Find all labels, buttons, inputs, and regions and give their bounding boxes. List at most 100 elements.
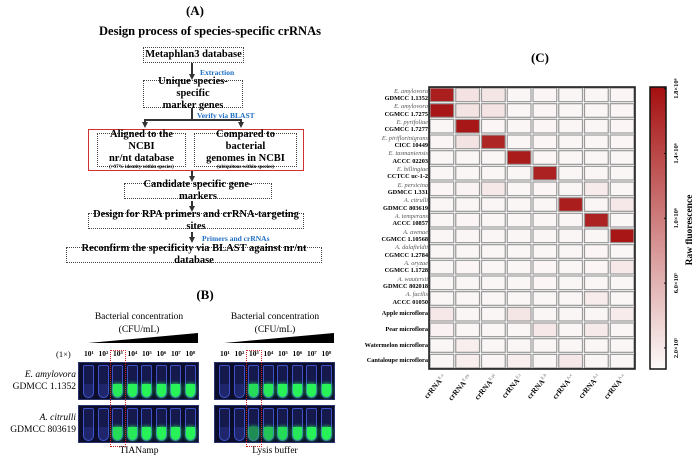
reaction-tube bbox=[262, 365, 274, 398]
reaction-tube bbox=[262, 408, 274, 441]
heatmap-cell bbox=[455, 228, 481, 244]
heatmap-cell bbox=[506, 228, 532, 244]
species-name: E. piriflorinigrans bbox=[381, 134, 428, 142]
detection-limit-highlight bbox=[110, 350, 126, 447]
column-label: crRNAE.py bbox=[446, 372, 473, 402]
concentration-label: 10¹ bbox=[84, 349, 94, 358]
heatmap-cell bbox=[506, 103, 532, 118]
heatmap-cell bbox=[506, 134, 532, 150]
reaction-tube bbox=[83, 365, 94, 398]
strain-name: GDMCC 802018 bbox=[383, 283, 428, 291]
column-label: crRNAE.b bbox=[525, 372, 551, 401]
concentration-gradient-wedge bbox=[88, 333, 198, 343]
reaction-tube bbox=[248, 408, 259, 441]
step-text: Unique species-specific bbox=[158, 75, 228, 99]
step-reconfirm: Reconfirm the specificity via BLAST agai… bbox=[66, 243, 322, 266]
concentration-label: 10³ bbox=[113, 349, 123, 358]
step-design-rpa: Design for RPA primers and crRNA-targeti… bbox=[88, 209, 304, 232]
reaction-tube bbox=[155, 408, 167, 441]
method-label: TIANamp bbox=[119, 446, 159, 456]
heatmap-cell bbox=[480, 150, 506, 165]
heatmap-cell bbox=[429, 322, 455, 338]
strain-name: CGMCC 1.1728 bbox=[384, 267, 428, 275]
row-label: Apple microflora bbox=[382, 310, 428, 318]
reaction-tube bbox=[233, 408, 245, 441]
row-label: A. oryzae CGMCC 1.1728 bbox=[385, 260, 428, 275]
heatmap-cell bbox=[506, 259, 532, 275]
heatmap-cell bbox=[558, 259, 584, 275]
heatmap-cell bbox=[583, 275, 609, 291]
reaction-tube bbox=[248, 365, 259, 398]
heatmap-cell bbox=[455, 306, 481, 322]
row-label: A. facilis ACCC 01050 bbox=[392, 291, 428, 306]
step-text: Design for RPA primers and crRNA-targeti… bbox=[93, 208, 299, 232]
crrna-target: A.c bbox=[565, 373, 573, 381]
heatmap-cell bbox=[532, 275, 558, 291]
column-label: crRNAA.c bbox=[550, 373, 576, 401]
edge-label: Extraction bbox=[200, 68, 235, 77]
reaction-tube bbox=[320, 408, 332, 441]
heatmap-cell bbox=[583, 244, 609, 259]
fluorescence-gel-image bbox=[78, 405, 199, 443]
heatmap-cell bbox=[583, 181, 609, 197]
strain-name: GDMCC 803619 bbox=[10, 425, 76, 435]
heatmap-cell bbox=[429, 291, 455, 306]
fluorescence-gel-image bbox=[214, 362, 335, 400]
crrna-target: E.pi bbox=[487, 372, 496, 381]
heatmap-cell bbox=[558, 228, 584, 244]
heatmap-cell bbox=[429, 181, 455, 197]
heatmap-cell bbox=[609, 353, 635, 369]
heatmap-cell bbox=[558, 275, 584, 291]
heatmap-cell bbox=[583, 353, 609, 369]
crrna-name: crRNA bbox=[525, 377, 547, 401]
heatmap-cell bbox=[455, 181, 481, 197]
strain-name: Pear microflora bbox=[385, 326, 428, 333]
heatmap-cell bbox=[532, 212, 558, 228]
heatmap-cell bbox=[480, 291, 506, 306]
step-marker-genes: Unique species-specific marker genes bbox=[143, 76, 243, 111]
heatmap-cell bbox=[506, 212, 532, 228]
heatmap-cell bbox=[532, 228, 558, 244]
heatmap-cell bbox=[583, 150, 609, 165]
concentration-label: 10⁴ bbox=[263, 349, 274, 358]
heatmap-cell bbox=[506, 322, 532, 338]
reaction-tube bbox=[277, 408, 288, 441]
panel-a-label: (A) bbox=[185, 3, 205, 18]
row-label: A. avenae CGMCC 1.10568 bbox=[381, 229, 428, 244]
strain-name: ACCC 02203 bbox=[392, 157, 428, 165]
heatmap-cell bbox=[609, 306, 635, 322]
reaction-tube bbox=[83, 408, 94, 441]
crrna-name: crRNA bbox=[422, 377, 444, 401]
heatmap-cell bbox=[583, 165, 609, 181]
colorbar-tick-label: 6.0×10⁵ bbox=[673, 273, 680, 293]
row-label: A. dalafieldii CGMCC 1.2784 bbox=[385, 244, 428, 259]
heatmap-cell bbox=[583, 212, 609, 228]
heatmap-cell bbox=[429, 275, 455, 291]
species-name: A. citrulli bbox=[39, 413, 76, 423]
heatmap-cell bbox=[480, 228, 506, 244]
heatmap-cell bbox=[609, 228, 635, 244]
heatmap-cell bbox=[583, 87, 609, 103]
heatmap-cell bbox=[455, 87, 481, 103]
species-name: A. facilis bbox=[405, 291, 428, 299]
heatmap-cell bbox=[532, 306, 558, 322]
heatmap-cell bbox=[455, 212, 481, 228]
heatmap-cell bbox=[583, 259, 609, 275]
heatmap-cell bbox=[558, 338, 584, 353]
crrna-target: E.py bbox=[461, 372, 471, 382]
heatmap-cell bbox=[455, 134, 481, 150]
reaction-tube bbox=[112, 365, 123, 398]
reaction-tube bbox=[184, 365, 196, 398]
concentration-label: 10² bbox=[234, 349, 245, 358]
reaction-tube bbox=[291, 408, 303, 441]
reaction-tube bbox=[97, 408, 109, 441]
heatmap-frame bbox=[428, 86, 636, 370]
concentration-label: 10¹ bbox=[220, 349, 230, 358]
concentration-label: 10⁵ bbox=[278, 349, 288, 358]
heatmap-cell bbox=[506, 353, 532, 369]
species-name: E. amylovora bbox=[24, 370, 76, 380]
heatmap-cell bbox=[532, 291, 558, 306]
species-name: E. billingiae bbox=[396, 165, 428, 173]
species-name: E. amylovora bbox=[394, 103, 428, 111]
heatmap-cell bbox=[455, 244, 481, 259]
